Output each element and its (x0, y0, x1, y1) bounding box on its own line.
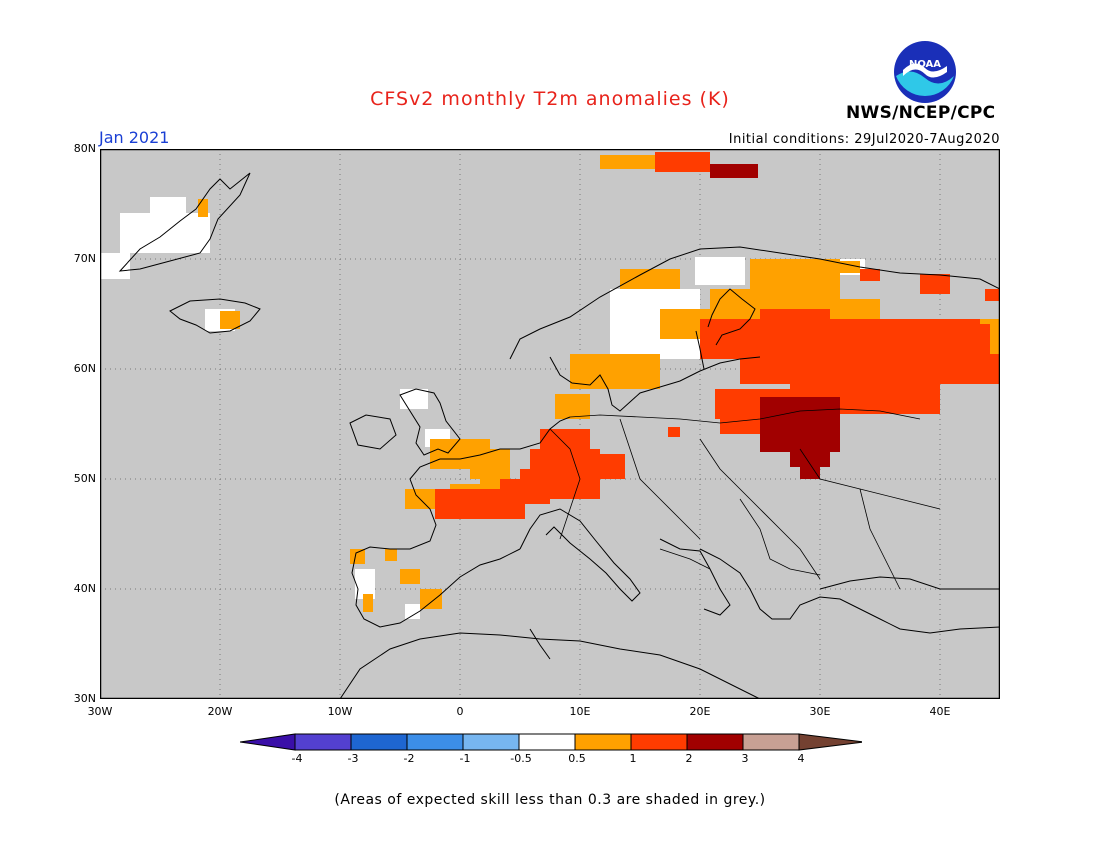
lat-label-80n: 80N (73, 142, 96, 155)
lon-label-40e: 40E (929, 705, 951, 718)
lat-label-30n: 30N (73, 692, 96, 705)
legend-label: 2 (685, 752, 693, 765)
anomaly-2-3 (710, 164, 840, 479)
borders (549, 408, 941, 590)
lon-label-10w: 10W (327, 705, 353, 718)
legend-label: 0.5 (568, 752, 586, 765)
anomaly-map (100, 149, 1000, 699)
legend-arrow-high (798, 733, 862, 751)
legend-label: -4 (291, 752, 303, 765)
agency-label: NWS/NCEP/CPC (846, 103, 996, 123)
legend-cell (462, 733, 520, 751)
legend-arrow-low (240, 733, 296, 751)
lat-label-70n: 70N (73, 252, 96, 265)
lon-label-20w: 20W (207, 705, 233, 718)
footnote: (Areas of expected skill less than 0.3 a… (334, 792, 766, 808)
legend-cell (406, 733, 464, 751)
legend-cell (574, 733, 632, 751)
logo-text: NOAA (909, 59, 941, 70)
legend-cell (742, 733, 800, 751)
map-background (100, 149, 1000, 699)
legend-label: -3 (347, 752, 359, 765)
lat-label-50n: 50N (73, 472, 96, 485)
chart-title: CFSv2 monthly T2m anomalies (K) (370, 88, 730, 110)
lon-label-10e: 10E (569, 705, 591, 718)
lon-label-20e: 20E (689, 705, 711, 718)
color-legend (240, 733, 862, 751)
legend-label: -0.5 (510, 752, 532, 765)
coastlines (118, 172, 1000, 699)
lat-label-40n: 40N (73, 582, 96, 595)
legend-cell (630, 733, 688, 751)
lon-label-0: 0 (456, 705, 464, 718)
lon-label-30w: 30W (87, 705, 113, 718)
legend-label: 4 (797, 752, 805, 765)
lon-label-30e: 30E (809, 705, 831, 718)
lat-label-60n: 60N (73, 362, 96, 375)
legend-cell (294, 733, 352, 751)
legend-cell (350, 733, 408, 751)
noaa-logo: NOAA (894, 41, 956, 103)
initial-conditions: Initial conditions: 29Jul2020-7Aug2020 (728, 132, 1000, 147)
legend-cell (686, 733, 744, 751)
graticule (100, 149, 1000, 699)
forecast-month: Jan 2021 (99, 128, 170, 147)
legend-label: 1 (629, 752, 637, 765)
legend-label: -2 (403, 752, 415, 765)
legend-label: 3 (741, 752, 749, 765)
legend-label: -1 (459, 752, 471, 765)
map-frame (100, 149, 1000, 699)
legend-cell (518, 733, 576, 751)
